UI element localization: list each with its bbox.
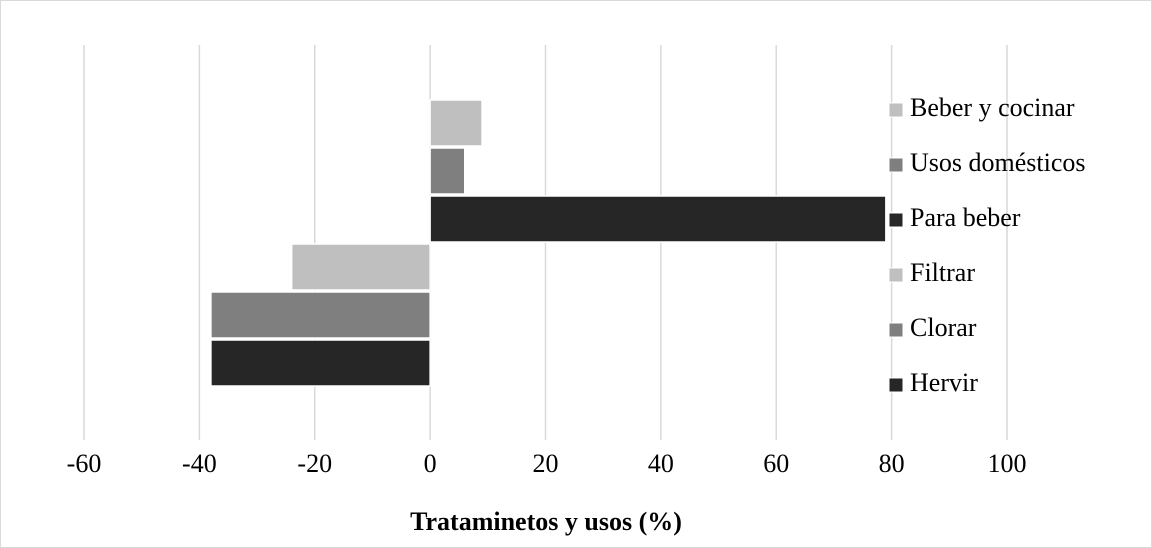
legend-swatch (888, 212, 904, 228)
legend-label: Clorar (910, 313, 977, 342)
x-tick-label: -40 (182, 449, 217, 478)
bar (210, 291, 431, 339)
legend-label: Filtrar (910, 258, 975, 287)
legend-swatch (888, 157, 904, 173)
legend-label: Hervir (910, 368, 978, 397)
bar (290, 243, 431, 291)
legend-swatch (888, 267, 904, 283)
bar (429, 195, 887, 243)
bar (210, 339, 431, 387)
x-tick-label: 20 (533, 449, 559, 478)
legend-swatch (888, 102, 904, 118)
x-tick-label: 0 (424, 449, 437, 478)
legend-swatch (888, 322, 904, 338)
x-axis-title: Tratаminetos y usos (%) (410, 507, 682, 536)
x-tick-label: 40 (648, 449, 674, 478)
x-tick-label: -20 (297, 449, 332, 478)
legend-label: Para beber (910, 203, 1021, 232)
legend-label: Usos domésticos (910, 148, 1086, 177)
legend-label: Beber y cocinar (910, 93, 1075, 122)
x-tick-label: 100 (988, 449, 1027, 478)
bar (429, 99, 483, 147)
x-tick-label: 80 (879, 449, 905, 478)
x-tick-label: 60 (763, 449, 789, 478)
x-tick-label: -60 (67, 449, 102, 478)
legend-swatch (888, 377, 904, 393)
bar (429, 147, 466, 195)
